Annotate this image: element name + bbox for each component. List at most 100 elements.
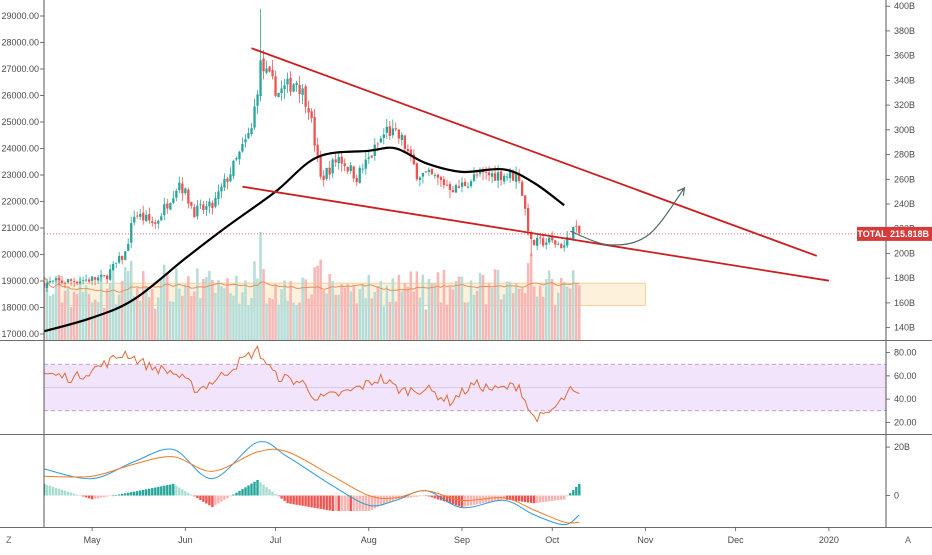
volume-bar	[87, 293, 91, 340]
candle	[181, 177, 184, 201]
macd-histogram-bar	[193, 495, 196, 497]
volume-bar	[475, 291, 479, 340]
volume-bar	[81, 291, 85, 340]
volume-bar	[259, 232, 262, 340]
time-axis[interactable]: May Jun Jul Aug Sep Oct Nov Dec 2020	[84, 527, 839, 545]
candle	[515, 166, 518, 189]
volume-bar	[310, 294, 313, 340]
auto-scale-button[interactable]: A	[905, 535, 911, 545]
candle	[340, 151, 343, 172]
macd-histogram-bar	[136, 491, 139, 496]
volume-bar	[442, 270, 446, 340]
candle-body	[136, 215, 139, 217]
candle-body	[427, 169, 431, 172]
lower-trendline[interactable]	[242, 185, 830, 282]
volume-bar	[190, 295, 193, 340]
time-axis-label: May	[84, 535, 102, 545]
macd-histogram-bar	[548, 495, 551, 502]
candle	[430, 168, 434, 175]
candle	[112, 261, 115, 271]
candle	[370, 155, 373, 159]
candle-body	[94, 277, 97, 280]
macd-histogram-bar	[69, 492, 73, 496]
volume-bar	[105, 288, 109, 340]
candle	[45, 278, 49, 292]
timezone-button[interactable]: Z	[6, 535, 12, 545]
candle-body	[175, 190, 178, 198]
volume-bar	[502, 294, 506, 340]
macd-histogram-bar	[105, 495, 109, 497]
candle	[51, 280, 55, 285]
trend-drawings[interactable]	[242, 47, 830, 282]
macd-histogram-bar	[160, 486, 163, 496]
macd-histogram-bar	[445, 495, 449, 503]
volume-bar	[403, 283, 407, 340]
macd-histogram-bar	[211, 495, 214, 508]
candle	[223, 173, 226, 191]
macd-histogram-bar	[277, 495, 280, 497]
volume-bar	[349, 291, 353, 340]
candle-body	[487, 172, 491, 176]
candle-body	[355, 178, 358, 183]
macd-histogram-bar	[505, 495, 509, 500]
macd-axis[interactable]: 20B 0	[886, 442, 910, 501]
candle-body	[340, 156, 343, 164]
macd-histogram-bar	[226, 495, 229, 499]
right-axis-label: 360B	[894, 51, 915, 61]
macd-histogram-bar	[244, 487, 247, 496]
volume-bar	[493, 269, 497, 340]
candle	[554, 240, 557, 249]
candle-body	[280, 88, 283, 94]
timezone-z-icon[interactable]: Z	[6, 535, 12, 545]
candle	[469, 179, 473, 189]
candle-body	[445, 184, 449, 186]
volume-bar	[460, 276, 464, 340]
candle	[160, 213, 163, 221]
left-axis-label: 26000.00	[1, 91, 39, 101]
volume-bar	[391, 278, 395, 340]
upper-trendline[interactable]	[251, 47, 818, 257]
candle-body	[178, 182, 181, 191]
macd-histogram-bar	[145, 489, 148, 496]
candle-body	[247, 133, 250, 139]
candle-body	[433, 175, 437, 176]
candle	[232, 159, 235, 180]
candle	[187, 187, 190, 209]
candle-body	[475, 174, 479, 176]
candle-body	[512, 172, 515, 181]
price-tag-symbol: TOTAL	[857, 229, 887, 239]
macd-histogram-bar	[298, 495, 301, 506]
volume-bar	[370, 298, 374, 340]
volume-bar	[102, 307, 106, 340]
candle-body	[448, 184, 452, 190]
macd-histogram-bar	[557, 495, 560, 501]
rsi-axis[interactable]: 80.00 60.00 40.00 20.00	[886, 348, 917, 428]
left-price-axis[interactable]: 29000.00 28000.00 27000.00 26000.00 25000.00…	[1, 11, 44, 339]
macd-axis-label: 0	[894, 491, 899, 501]
candle	[524, 195, 527, 216]
candle-body	[415, 163, 418, 180]
candle-body	[503, 175, 506, 182]
volume-bar	[535, 296, 539, 340]
candle	[457, 179, 461, 189]
projection-curve[interactable]	[570, 187, 685, 246]
candle-body	[463, 181, 467, 187]
macd-histogram-bar	[142, 489, 145, 496]
candle	[121, 255, 124, 265]
candle-body	[244, 139, 247, 143]
candle-body	[172, 198, 175, 203]
candle-body	[139, 214, 142, 217]
macd-histogram-bar	[545, 495, 548, 502]
candle	[364, 152, 367, 175]
macd-histogram-bar	[319, 495, 322, 509]
auto-scale-a-icon[interactable]: A	[905, 535, 911, 545]
macd-histogram-bar	[250, 483, 253, 496]
volume-bar	[63, 290, 67, 340]
candle	[503, 173, 506, 185]
time-axis-label: Jul	[270, 535, 282, 545]
candle	[145, 210, 148, 223]
macd-histogram-bar	[346, 495, 349, 511]
candle-body	[283, 85, 286, 89]
